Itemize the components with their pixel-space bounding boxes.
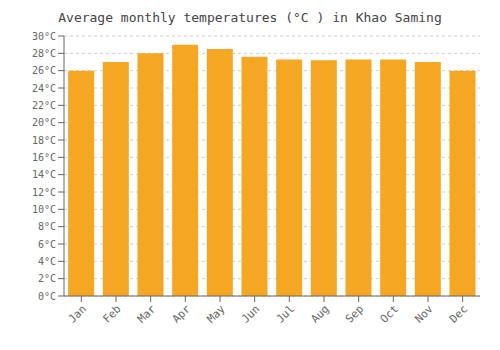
svg-text:18°C: 18°C (32, 135, 56, 146)
svg-text:30°C: 30°C (32, 31, 56, 42)
svg-text:24°C: 24°C (32, 83, 56, 94)
svg-text:22°C: 22°C (32, 100, 56, 111)
svg-text:May: May (204, 302, 228, 326)
svg-text:Dec: Dec (447, 302, 470, 325)
svg-text:14°C: 14°C (32, 169, 56, 180)
svg-text:4°C: 4°C (38, 256, 56, 267)
svg-text:Feb: Feb (100, 302, 123, 325)
svg-text:Apr: Apr (170, 302, 194, 326)
html-text:Average monthly temperatures (: Average monthly temperatures (°C ) in Kh… (58, 10, 442, 25)
svg-text:Jan: Jan (66, 302, 89, 325)
svg-text:20°C: 20°C (32, 117, 56, 128)
svg-text:Sep: Sep (343, 302, 366, 325)
svg-text:28°C: 28°C (32, 48, 56, 59)
svg-text:Jul: Jul (274, 302, 297, 325)
svg-text:10°C: 10°C (32, 204, 56, 215)
svg-text:0°C: 0°C (38, 291, 56, 302)
svg-text:8°C: 8°C (38, 221, 56, 232)
svg-text:Jun: Jun (239, 302, 262, 325)
svg-text:Oct: Oct (378, 302, 401, 325)
svg-text:12°C: 12°C (32, 187, 56, 198)
svg-text:2°C: 2°C (38, 273, 56, 284)
svg-text:Mar: Mar (135, 302, 159, 326)
svg-text:26°C: 26°C (32, 65, 56, 76)
svg-text:Nov: Nov (412, 302, 436, 326)
svg-text:16°C: 16°C (32, 152, 56, 163)
svg-text:Aug: Aug (308, 302, 331, 325)
svg-text:6°C: 6°C (38, 239, 56, 250)
